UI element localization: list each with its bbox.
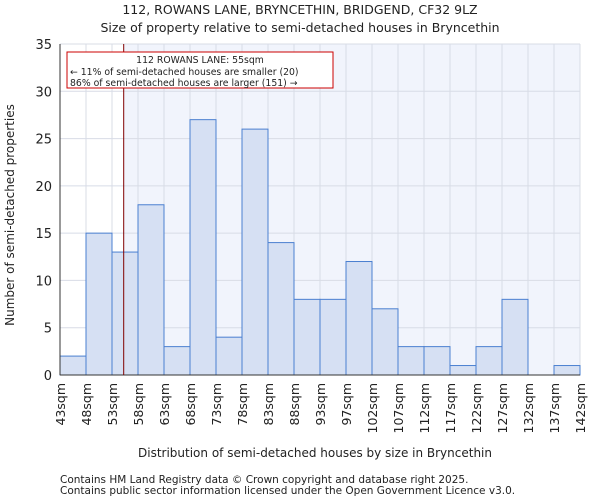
x-tick-label: 58sqm <box>131 383 146 426</box>
annotation-frame <box>66 51 334 89</box>
x-tick-label: 53sqm <box>105 383 120 426</box>
histogram-bar <box>189 119 217 376</box>
x-tick-label: 132sqm <box>521 383 536 433</box>
annotation-line-1: 112 ROWANS LANE: 55sqm <box>136 55 264 66</box>
y-tick-label: 15 <box>35 227 52 242</box>
y-tick-label: 25 <box>35 133 52 148</box>
x-tick-label: 93sqm <box>313 383 328 426</box>
y-tick-label: 30 <box>35 85 52 100</box>
x-tick-label: 63sqm <box>157 383 172 426</box>
y-tick-label: 20 <box>35 180 52 195</box>
histogram-bar <box>345 261 373 376</box>
histogram-bar <box>241 128 269 376</box>
histogram-bar <box>59 355 87 376</box>
histogram-bar <box>85 232 113 376</box>
histogram-bar <box>371 308 399 376</box>
x-axis-label: Distribution of semi-detached houses by … <box>138 446 492 460</box>
x-tick-label: 117sqm <box>443 383 458 433</box>
x-tick-label: 48sqm <box>79 383 94 426</box>
histogram-bar <box>397 346 425 376</box>
annotation-line-3: 86% of semi-detached houses are larger (… <box>70 78 298 89</box>
annotation-line-2: ← 11% of semi-detached houses are smalle… <box>70 67 299 78</box>
x-tick-label: 112sqm <box>417 383 432 433</box>
histogram-bar <box>215 336 243 376</box>
histogram-bar <box>293 298 321 376</box>
y-tick-label: 5 <box>44 322 52 337</box>
x-tick-label: 73sqm <box>209 383 224 426</box>
chart-subtitle: Size of property relative to semi-detach… <box>100 20 499 35</box>
x-tick-label: 142sqm <box>573 383 588 433</box>
footer-line-2: Contains public sector information licen… <box>60 485 515 497</box>
x-tick-label: 122sqm <box>469 383 484 433</box>
x-tick-label: 137sqm <box>547 383 562 433</box>
x-tick-label: 83sqm <box>261 383 276 426</box>
histogram-bar <box>163 346 191 376</box>
histogram-bar <box>449 365 477 376</box>
footer-line-1: Contains HM Land Registry data © Crown c… <box>60 474 468 486</box>
x-tick-label: 107sqm <box>391 383 406 433</box>
y-tick-label: 0 <box>44 369 52 384</box>
y-tick-label: 35 <box>35 38 52 53</box>
y-tick-label: 10 <box>35 274 52 289</box>
x-tick-label: 43sqm <box>53 383 68 426</box>
annotation-box: 112 ROWANS LANE: 55sqm← 11% of semi-deta… <box>66 51 334 89</box>
histogram-bar <box>137 204 165 376</box>
x-tick-label: 68sqm <box>183 383 198 426</box>
histogram-bar <box>319 298 347 376</box>
x-tick-label: 102sqm <box>365 383 380 433</box>
histogram-bar <box>553 365 581 376</box>
histogram-bar <box>475 346 503 376</box>
histogram-bar <box>423 346 451 376</box>
histogram-bar <box>111 251 139 376</box>
x-tick-label: 78sqm <box>235 383 250 426</box>
x-tick-label: 97sqm <box>339 383 354 426</box>
x-tick-label: 127sqm <box>495 383 510 433</box>
chart-title: 112, ROWANS LANE, BRYNCETHIN, BRIDGEND, … <box>122 2 477 17</box>
histogram-bar <box>267 242 295 376</box>
y-axis-label: Number of semi-detached properties <box>3 104 17 326</box>
x-tick-label: 88sqm <box>287 383 302 426</box>
histogram-bar <box>501 298 529 376</box>
